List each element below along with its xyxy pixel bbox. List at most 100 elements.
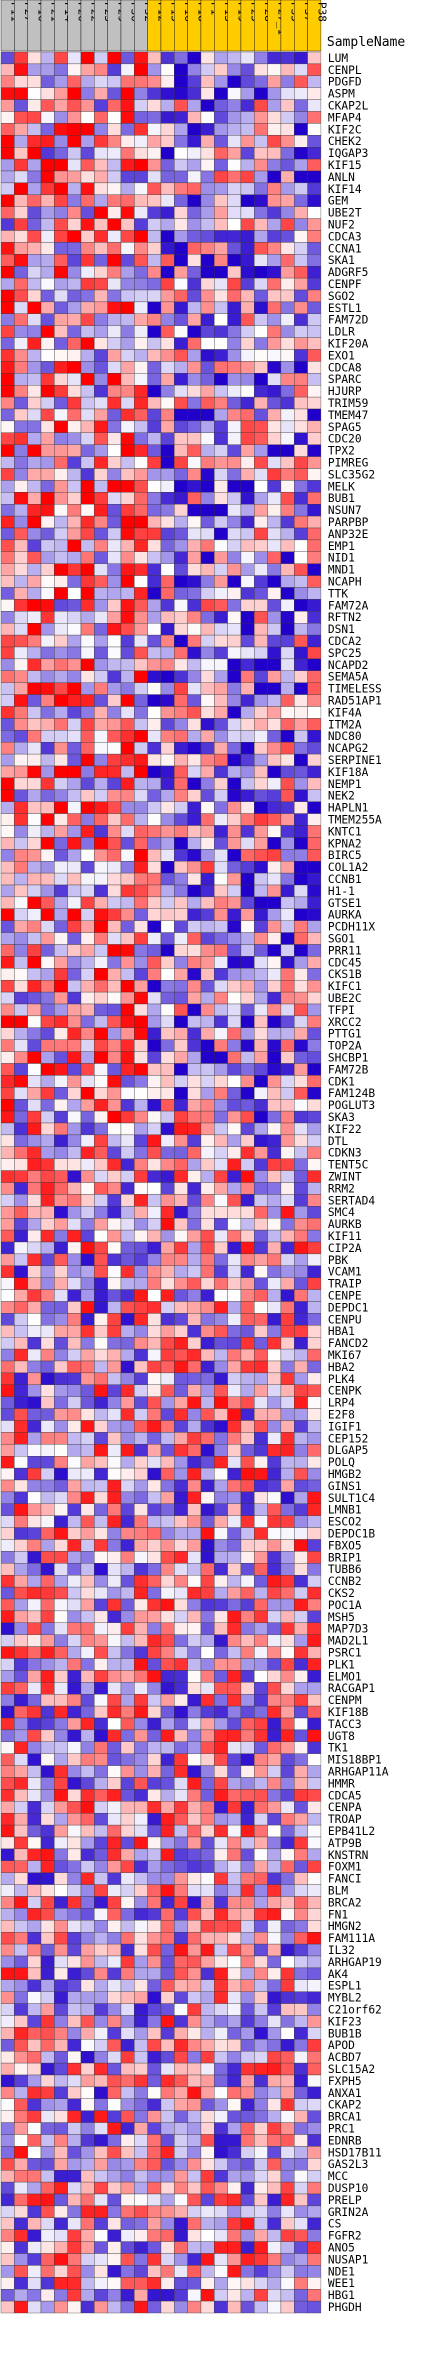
heatmap-cell bbox=[294, 801, 308, 814]
heatmap-cell bbox=[214, 2158, 228, 2171]
heatmap-cell bbox=[267, 349, 282, 362]
heatmap-cell bbox=[94, 170, 108, 184]
heatmap-cell bbox=[200, 1539, 215, 1552]
row-label: FAM124B bbox=[328, 1087, 375, 1100]
heatmap-cell bbox=[254, 753, 268, 767]
heatmap-cell bbox=[27, 539, 42, 552]
heatmap-cell bbox=[80, 896, 95, 909]
heatmap-cell bbox=[94, 765, 108, 779]
row-label: C21orf62 bbox=[328, 2004, 382, 2017]
heatmap-cell bbox=[160, 2086, 175, 2099]
heatmap-cell bbox=[200, 587, 215, 600]
heatmap-cell bbox=[307, 206, 322, 219]
heatmap-cell bbox=[294, 1420, 308, 1433]
heatmap-cell bbox=[134, 1265, 148, 1278]
heatmap-cell bbox=[54, 1063, 68, 1076]
row-label: PIMREG bbox=[328, 457, 369, 470]
heatmap-cell bbox=[267, 2039, 282, 2052]
heatmap-cell bbox=[147, 944, 162, 957]
heatmap-cell bbox=[200, 515, 215, 529]
heatmap-cell bbox=[267, 385, 282, 398]
heatmap-row bbox=[0, 1194, 322, 1207]
heatmap-cell bbox=[280, 1337, 295, 1350]
heatmap-cell bbox=[174, 301, 188, 314]
heatmap-cell bbox=[80, 2027, 95, 2040]
heatmap-cell bbox=[120, 980, 135, 993]
heatmap-cell bbox=[307, 1634, 322, 1647]
heatmap-cell bbox=[307, 813, 322, 826]
heatmap-cell bbox=[160, 1313, 175, 1326]
row-label: FAM111A bbox=[328, 1932, 375, 1945]
heatmap-cell bbox=[27, 1134, 42, 1147]
heatmap-row bbox=[0, 587, 322, 600]
heatmap-cell bbox=[107, 551, 122, 564]
heatmap-cell bbox=[107, 1348, 122, 1362]
heatmap-cell bbox=[227, 1063, 242, 1076]
heatmap-cell bbox=[160, 980, 175, 993]
heatmap-cell bbox=[54, 1467, 68, 1481]
heatmap-cell bbox=[187, 1503, 202, 1516]
heatmap-cell bbox=[0, 373, 15, 386]
heatmap-cell bbox=[280, 2300, 295, 2314]
heatmap-cell bbox=[227, 230, 242, 243]
heatmap-cell bbox=[254, 1515, 268, 1528]
heatmap-cell bbox=[14, 1777, 28, 1790]
heatmap-cell bbox=[27, 1051, 42, 1064]
heatmap-cell bbox=[254, 1146, 268, 1159]
heatmap-row bbox=[0, 813, 322, 826]
heatmap-cell bbox=[14, 908, 28, 921]
heatmap-cell bbox=[267, 634, 282, 648]
heatmap-cell bbox=[27, 2134, 42, 2147]
heatmap-cell bbox=[54, 2074, 68, 2088]
heatmap-cell bbox=[174, 1491, 188, 1504]
heatmap-cell bbox=[80, 551, 95, 564]
heatmap-cell bbox=[280, 1099, 295, 1112]
heatmap-cell bbox=[160, 515, 175, 529]
heatmap-cell bbox=[80, 1063, 95, 1076]
heatmap-cell bbox=[134, 123, 148, 136]
row-label: TPX2 bbox=[328, 445, 355, 458]
heatmap-cell bbox=[174, 1015, 188, 1028]
heatmap-cell bbox=[307, 277, 322, 291]
heatmap-row bbox=[0, 194, 322, 207]
heatmap-cell bbox=[107, 1182, 122, 1195]
heatmap-cell bbox=[200, 1717, 215, 1731]
heatmap-cell bbox=[187, 1051, 202, 1064]
heatmap-cell bbox=[214, 1408, 228, 1421]
heatmap-cell bbox=[200, 1348, 215, 1362]
heatmap-cell bbox=[134, 444, 148, 457]
heatmap-cell bbox=[54, 753, 68, 767]
row-label: FAM72B bbox=[328, 1063, 369, 1076]
heatmap-cell bbox=[240, 1158, 255, 1171]
heatmap-cell bbox=[307, 1313, 322, 1326]
heatmap-cell bbox=[280, 932, 295, 945]
heatmap-cell bbox=[14, 51, 28, 65]
heatmap-cell bbox=[227, 444, 242, 457]
heatmap-cell bbox=[147, 468, 162, 481]
heatmap-cell bbox=[54, 2051, 68, 2064]
heatmap-cell bbox=[307, 182, 322, 195]
heatmap-cell bbox=[27, 1491, 42, 1504]
heatmap-cell bbox=[40, 1146, 55, 1159]
heatmap-cell bbox=[294, 932, 308, 945]
heatmap-cell bbox=[80, 634, 95, 648]
row-label: CCNA1 bbox=[328, 242, 362, 255]
heatmap-cell bbox=[294, 706, 308, 719]
heatmap-cell bbox=[240, 1943, 255, 1957]
heatmap-row bbox=[0, 147, 322, 160]
heatmap-cell bbox=[0, 1991, 15, 2004]
heatmap-cell bbox=[0, 87, 15, 100]
heatmap-cell bbox=[54, 2062, 68, 2076]
heatmap-cell bbox=[94, 230, 108, 243]
heatmap-cell bbox=[254, 1051, 268, 1064]
heatmap-cell bbox=[120, 289, 135, 303]
heatmap-cell bbox=[54, 1229, 68, 1243]
heatmap-cell bbox=[67, 1360, 82, 1374]
heatmap-cell bbox=[200, 1265, 215, 1278]
heatmap-cell bbox=[174, 194, 188, 207]
heatmap-cell bbox=[174, 623, 188, 636]
heatmap-cell bbox=[200, 1789, 215, 1802]
heatmap-cell bbox=[280, 551, 295, 564]
heatmap-cell bbox=[107, 1015, 122, 1028]
heatmap-cell bbox=[147, 515, 162, 529]
